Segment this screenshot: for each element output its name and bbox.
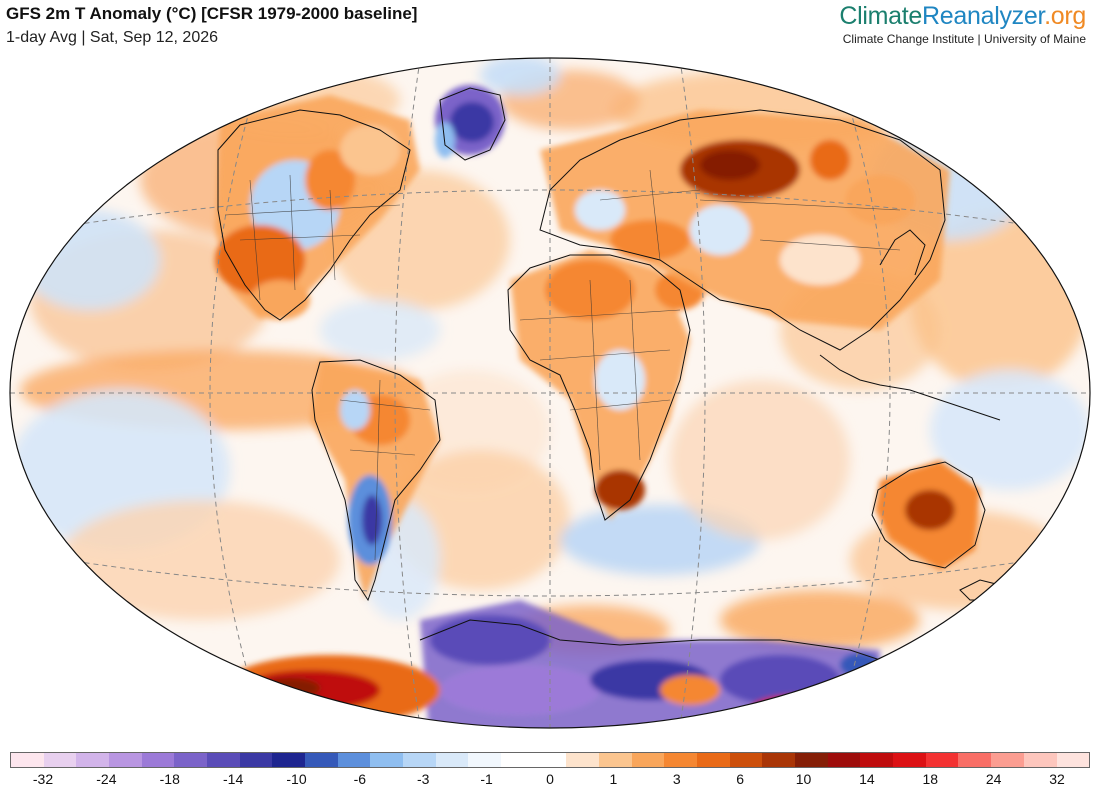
scale-swatch [11,753,44,767]
page-title: GFS 2m T Anomaly (°C) [CFSR 1979-2000 ba… [6,4,418,23]
scale-label: 6 [736,771,745,787]
brand-affiliation: Climate Change Institute | University of… [842,32,1086,46]
graticule [10,58,1090,728]
brand-logo[interactable]: ClimateReanalyzer.org Climate Change Ins… [839,2,1086,46]
scale-swatch [599,753,632,767]
scale-label: 3 [672,771,681,787]
scale-swatch [1056,753,1090,767]
coastlines [217,87,1001,661]
scale-swatch [337,753,371,767]
scale-label: 0 [546,771,554,787]
scale-swatch [435,753,469,767]
scale-label: 32 [1049,771,1065,787]
scale-label: 18 [922,771,939,787]
country-borders [224,169,901,561]
scale-label: -14 [223,771,244,787]
scale-swatch [272,753,306,767]
scale-label: -1 [480,771,493,787]
scale-label: 1 [609,771,618,787]
scale-swatch [860,753,894,767]
scale-swatch [991,753,1024,767]
scale-swatch [664,753,698,767]
scale-label: -3 [417,771,430,787]
anomaly-map [9,57,1091,729]
scale-label: 10 [795,771,812,787]
scale-swatch [533,753,567,767]
globe-outline [9,57,1091,729]
scale-swatch [501,753,534,767]
scale-swatch [827,753,861,767]
scale-swatch [468,753,502,767]
brand-name: ClimateReanalyzer.org [839,2,1086,30]
color-scale-labels: -32 -24 -18 -14 -10 -6 -3 -1 0 1 3 6 10 14 18 24 32 [0,771,1100,791]
page-subtitle: 1-day Avg | Sat, Sep 12, 2026 [6,29,219,46]
color-scale-bar [10,752,1090,768]
scale-swatch [631,753,665,767]
scale-swatch [207,753,240,767]
scale-swatch [958,753,992,767]
scale-swatch [1023,753,1057,767]
scale-label: -6 [353,771,367,787]
scale-swatch [925,753,959,767]
scale-swatch [762,753,796,767]
scale-label: -10 [286,771,307,787]
scale-swatch [305,753,338,767]
scale-swatch [76,753,110,767]
scale-swatch [370,753,404,767]
scale-swatch [141,753,175,767]
scale-swatch [174,753,208,767]
scale-swatch [403,753,436,767]
scale-label: -32 [32,771,54,787]
scale-swatch [893,753,926,767]
scale-swatch [109,753,142,767]
scale-swatch [795,753,828,767]
scale-swatch [239,753,273,767]
scale-swatch [566,753,600,767]
scale-label: -24 [96,771,117,787]
scale-label: 14 [859,771,875,787]
scale-swatch [43,753,77,767]
scale-swatch [729,753,763,767]
scale-swatch [697,753,730,767]
scale-label: -18 [159,771,180,787]
scale-label: 24 [985,771,1002,787]
